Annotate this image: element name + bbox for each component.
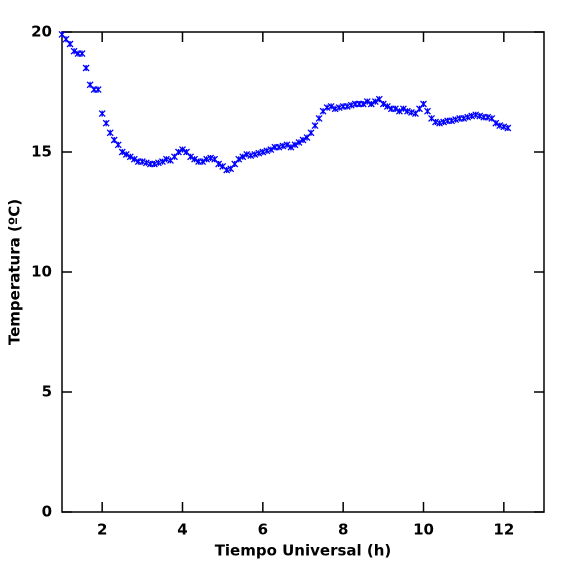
- data-point: [243, 150, 251, 158]
- x-axis-label: Tiempo Universal (h): [215, 542, 392, 560]
- data-point: [223, 166, 231, 174]
- data-point: [291, 141, 299, 149]
- data-point: [199, 158, 207, 166]
- data-point: [162, 155, 170, 163]
- data-point: [138, 158, 146, 166]
- x-tick-label: 2: [97, 521, 107, 539]
- data-point: [142, 159, 150, 167]
- data-point: [484, 113, 492, 121]
- data-point: [464, 113, 472, 121]
- data-point: [175, 148, 182, 156]
- data-point: [379, 100, 387, 108]
- data-point: [287, 143, 295, 151]
- data-point: [118, 148, 126, 156]
- plot-frame: [61, 31, 545, 513]
- data-point: [102, 119, 110, 127]
- x-tick-label: 12: [493, 521, 514, 539]
- data-point: [448, 117, 456, 125]
- x-tick-label: 10: [413, 521, 434, 539]
- data-point: [299, 136, 307, 144]
- data-point: [347, 101, 355, 109]
- data-point: [460, 114, 468, 122]
- data-point: [363, 98, 371, 106]
- x-tick-label: 8: [338, 521, 348, 539]
- x-tick-label: 4: [177, 521, 187, 539]
- data-point: [371, 98, 379, 106]
- data-point: [452, 116, 460, 124]
- data-point: [307, 129, 315, 137]
- data-point: [279, 142, 287, 150]
- data-point: [403, 107, 411, 115]
- data-point: [251, 150, 259, 158]
- data-point: [150, 160, 158, 168]
- data-point: [420, 100, 427, 108]
- data-point: [154, 159, 162, 167]
- data-point: [476, 112, 484, 120]
- data-point: [436, 119, 444, 127]
- data-point: [391, 105, 399, 113]
- data-point: [187, 153, 194, 161]
- data-point: [472, 111, 480, 119]
- y-tick-label: 0: [42, 503, 52, 521]
- data-point: [331, 105, 339, 113]
- data-point: [267, 146, 275, 154]
- data-point: [468, 112, 476, 120]
- data-point: [98, 110, 106, 118]
- data-point: [311, 122, 319, 130]
- data-point: [500, 123, 508, 131]
- data-point: [203, 155, 211, 163]
- data-point: [66, 40, 74, 48]
- data-point: [78, 50, 86, 58]
- data-point: [255, 149, 263, 157]
- data-point: [126, 153, 134, 161]
- data-point: [239, 153, 247, 161]
- data-point: [395, 107, 403, 115]
- data-point: [407, 108, 415, 116]
- data-point: [122, 150, 130, 158]
- data-point: [343, 102, 351, 110]
- data-point: [359, 100, 367, 108]
- data-point: [496, 122, 504, 130]
- y-axis-label: Temperatura (ºC): [6, 199, 24, 345]
- data-point: [114, 141, 122, 149]
- data-point: [191, 155, 199, 163]
- data-point: [130, 155, 138, 163]
- data-point: [335, 104, 343, 112]
- data-point: [247, 152, 255, 160]
- data-point: [424, 107, 431, 115]
- data-point: [94, 86, 102, 94]
- data-point: [383, 102, 391, 110]
- y-tick-label: 10: [31, 263, 52, 281]
- data-point: [367, 100, 375, 108]
- data-point: [82, 64, 90, 72]
- y-tick-label: 5: [42, 383, 52, 401]
- data-point: [283, 141, 291, 149]
- data-point: [440, 118, 448, 126]
- data-point: [158, 158, 166, 166]
- data-point: [70, 47, 78, 55]
- y-tick-label: 15: [31, 143, 52, 161]
- data-point: [399, 105, 407, 113]
- data-point: [106, 129, 114, 137]
- data-point: [215, 160, 223, 168]
- data-point: [259, 148, 267, 156]
- data-point: [263, 147, 271, 155]
- data-point: [207, 154, 215, 162]
- data-point: [323, 104, 331, 112]
- data-point: [327, 102, 335, 110]
- x-tick-label: 6: [258, 521, 268, 539]
- data-point: [492, 119, 500, 127]
- data-point: [275, 143, 283, 151]
- data-point: [432, 118, 440, 126]
- data-point: [315, 114, 323, 122]
- data-point: [504, 124, 512, 132]
- data-point: [235, 155, 243, 163]
- data-point: [179, 146, 186, 154]
- y-tick-label: 20: [31, 23, 52, 41]
- data-point: [295, 138, 303, 146]
